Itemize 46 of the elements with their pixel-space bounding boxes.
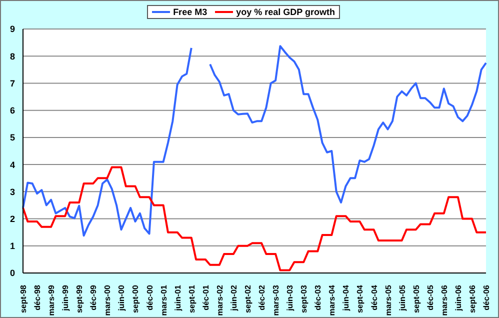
y-tick-label: 1 [10, 241, 15, 252]
x-tick-label: juin-04 [342, 284, 351, 312]
x-tick-label: déc-04 [370, 284, 379, 310]
legend-label: Free M3 [172, 7, 208, 17]
x-tick-label: juin-03 [286, 284, 295, 312]
x-tick-label: juin-06 [454, 284, 463, 312]
x-tick-label: sept-02 [243, 284, 252, 314]
y-tick-label: 4 [10, 160, 15, 170]
x-tick-label: déc-00 [145, 284, 154, 310]
x-tick-label: mars-99 [47, 284, 56, 316]
x-tick-label: sept-06 [468, 284, 477, 314]
x-tick-label: sept-01 [187, 284, 196, 314]
x-tick-label: déc-98 [33, 284, 42, 310]
legend-label: yoy % real GDP growth [235, 7, 335, 17]
y-tick-label: 6 [10, 106, 15, 116]
y-tick-label: 5 [10, 132, 15, 143]
x-tick-label: juin-00 [117, 284, 126, 312]
x-tick-label: mars-00 [103, 284, 112, 316]
y-tick-label: 8 [10, 51, 15, 62]
y-tick-label: 3 [10, 186, 15, 197]
x-tick-label: mars-02 [215, 284, 224, 316]
x-tick-label: sept-00 [131, 284, 140, 314]
x-tick-label: sept-99 [75, 284, 84, 314]
x-tick-label: sept-05 [412, 284, 421, 314]
x-tick-label: mars-03 [272, 284, 281, 316]
x-tick-label: déc-02 [258, 284, 267, 310]
x-tick-label: juin-05 [398, 284, 407, 312]
y-tick-label: 7 [10, 78, 15, 88]
x-tick-label: mars-05 [384, 284, 393, 316]
y-tick-label: 9 [10, 24, 15, 34]
x-tick-label: juin-99 [61, 284, 70, 312]
y-tick-label: 0 [10, 268, 15, 278]
x-tick-label: déc-01 [201, 284, 210, 310]
x-tick-label: juin-02 [229, 284, 238, 312]
x-tick-label: déc-06 [482, 284, 491, 310]
x-tick-label: déc-99 [89, 284, 98, 310]
x-tick-label: mars-04 [328, 284, 337, 316]
x-tick-label: déc-03 [314, 284, 323, 310]
x-tick-label: sept-04 [356, 284, 365, 314]
x-tick-label: mars-06 [440, 284, 449, 316]
x-tick-label: mars-01 [159, 284, 168, 316]
x-tick-label: sept-98 [19, 284, 28, 314]
x-tick-label: juin-01 [173, 284, 182, 312]
x-tick-label: sept-03 [300, 284, 309, 314]
x-tick-label: déc-05 [426, 284, 435, 310]
y-tick-label: 2 [10, 214, 15, 224]
